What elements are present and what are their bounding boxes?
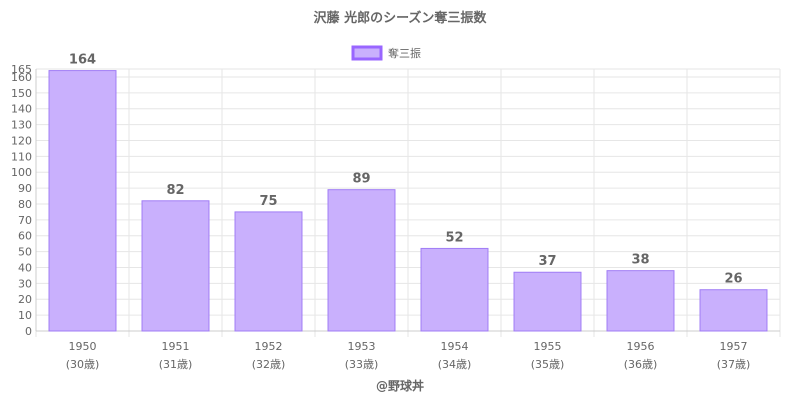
x-tick-label: 1952 — [255, 340, 283, 353]
x-tick-sublabel: (30歳) — [66, 358, 100, 371]
x-tick-sublabel: (33歳) — [345, 358, 379, 371]
y-tick-label: 0 — [25, 325, 32, 338]
y-tick-label: 130 — [11, 119, 32, 132]
y-axis-ticks: 0 10 20 30 40 50 60 70 80 90 100 110 120 130 140 150 160… — [11, 63, 32, 338]
y-tick-label: 40 — [18, 261, 32, 274]
legend[interactable]: 奪三振 — [351, 45, 421, 61]
y-tick-label: 10 — [18, 309, 32, 322]
value-labels: 164 82 75 89 52 37 38 26 — [69, 53, 743, 287]
y-tick-label: 90 — [18, 182, 32, 195]
y-tick-label: 30 — [18, 277, 32, 290]
bar-1952[interactable] — [234, 211, 303, 332]
x-tick-label: 1956 — [627, 340, 655, 353]
x-tick-sublabel: (32歳) — [252, 358, 286, 371]
x-tick-label: 1953 — [348, 340, 376, 353]
y-tick-label: 165 — [11, 63, 32, 76]
x-tick-label: 1955 — [534, 340, 562, 353]
data-label: 38 — [631, 253, 649, 268]
x-axis-ticks: 1950 (30歳) 1951 (31歳) 1952 (32歳) 1953 (33歳) 1954… — [66, 340, 751, 371]
bar-1950[interactable] — [48, 70, 117, 332]
data-label: 82 — [166, 183, 184, 198]
y-tick-label: 100 — [11, 166, 32, 179]
bar-1956[interactable] — [606, 270, 675, 332]
x-tick-sublabel: (31歳) — [159, 358, 193, 371]
legend-swatch — [351, 45, 383, 61]
bar-1951[interactable] — [141, 200, 210, 332]
bar-1954[interactable] — [420, 247, 489, 332]
bar-1957[interactable] — [699, 289, 768, 332]
bar-1955[interactable] — [513, 271, 582, 332]
y-tick-label: 120 — [11, 134, 32, 147]
chart-title: 沢藤 光郎のシーズン奪三振数 — [314, 10, 488, 26]
y-tick-label: 160 — [11, 71, 32, 84]
x-tick-label: 1957 — [720, 340, 748, 353]
y-tick-label: 60 — [18, 230, 32, 243]
y-tick-label: 140 — [11, 103, 32, 116]
footer-credit: @野球丼 — [376, 378, 424, 393]
data-label: 26 — [724, 272, 742, 287]
y-tick-label: 20 — [18, 293, 32, 306]
y-tick-label: 150 — [11, 87, 32, 100]
data-label: 164 — [69, 53, 96, 68]
x-tick-label: 1950 — [69, 340, 97, 353]
y-tick-label: 70 — [18, 214, 32, 227]
y-tick-label: 50 — [18, 246, 32, 259]
bar-1953[interactable] — [327, 189, 396, 332]
data-label: 37 — [538, 254, 556, 269]
legend-label: 奪三振 — [388, 46, 421, 60]
x-tick-label: 1954 — [441, 340, 469, 353]
y-tick-label: 80 — [18, 198, 32, 211]
x-tick-sublabel: (35歳) — [531, 358, 565, 371]
data-label: 52 — [445, 230, 463, 245]
data-label: 75 — [259, 194, 277, 209]
x-tick-sublabel: (37歳) — [717, 358, 751, 371]
x-tick-label: 1951 — [162, 340, 190, 353]
bars — [48, 70, 768, 332]
data-label: 89 — [352, 172, 370, 187]
x-tick-sublabel: (36歳) — [624, 358, 658, 371]
y-tick-label: 110 — [11, 150, 32, 163]
x-tick-sublabel: (34歳) — [438, 358, 472, 371]
